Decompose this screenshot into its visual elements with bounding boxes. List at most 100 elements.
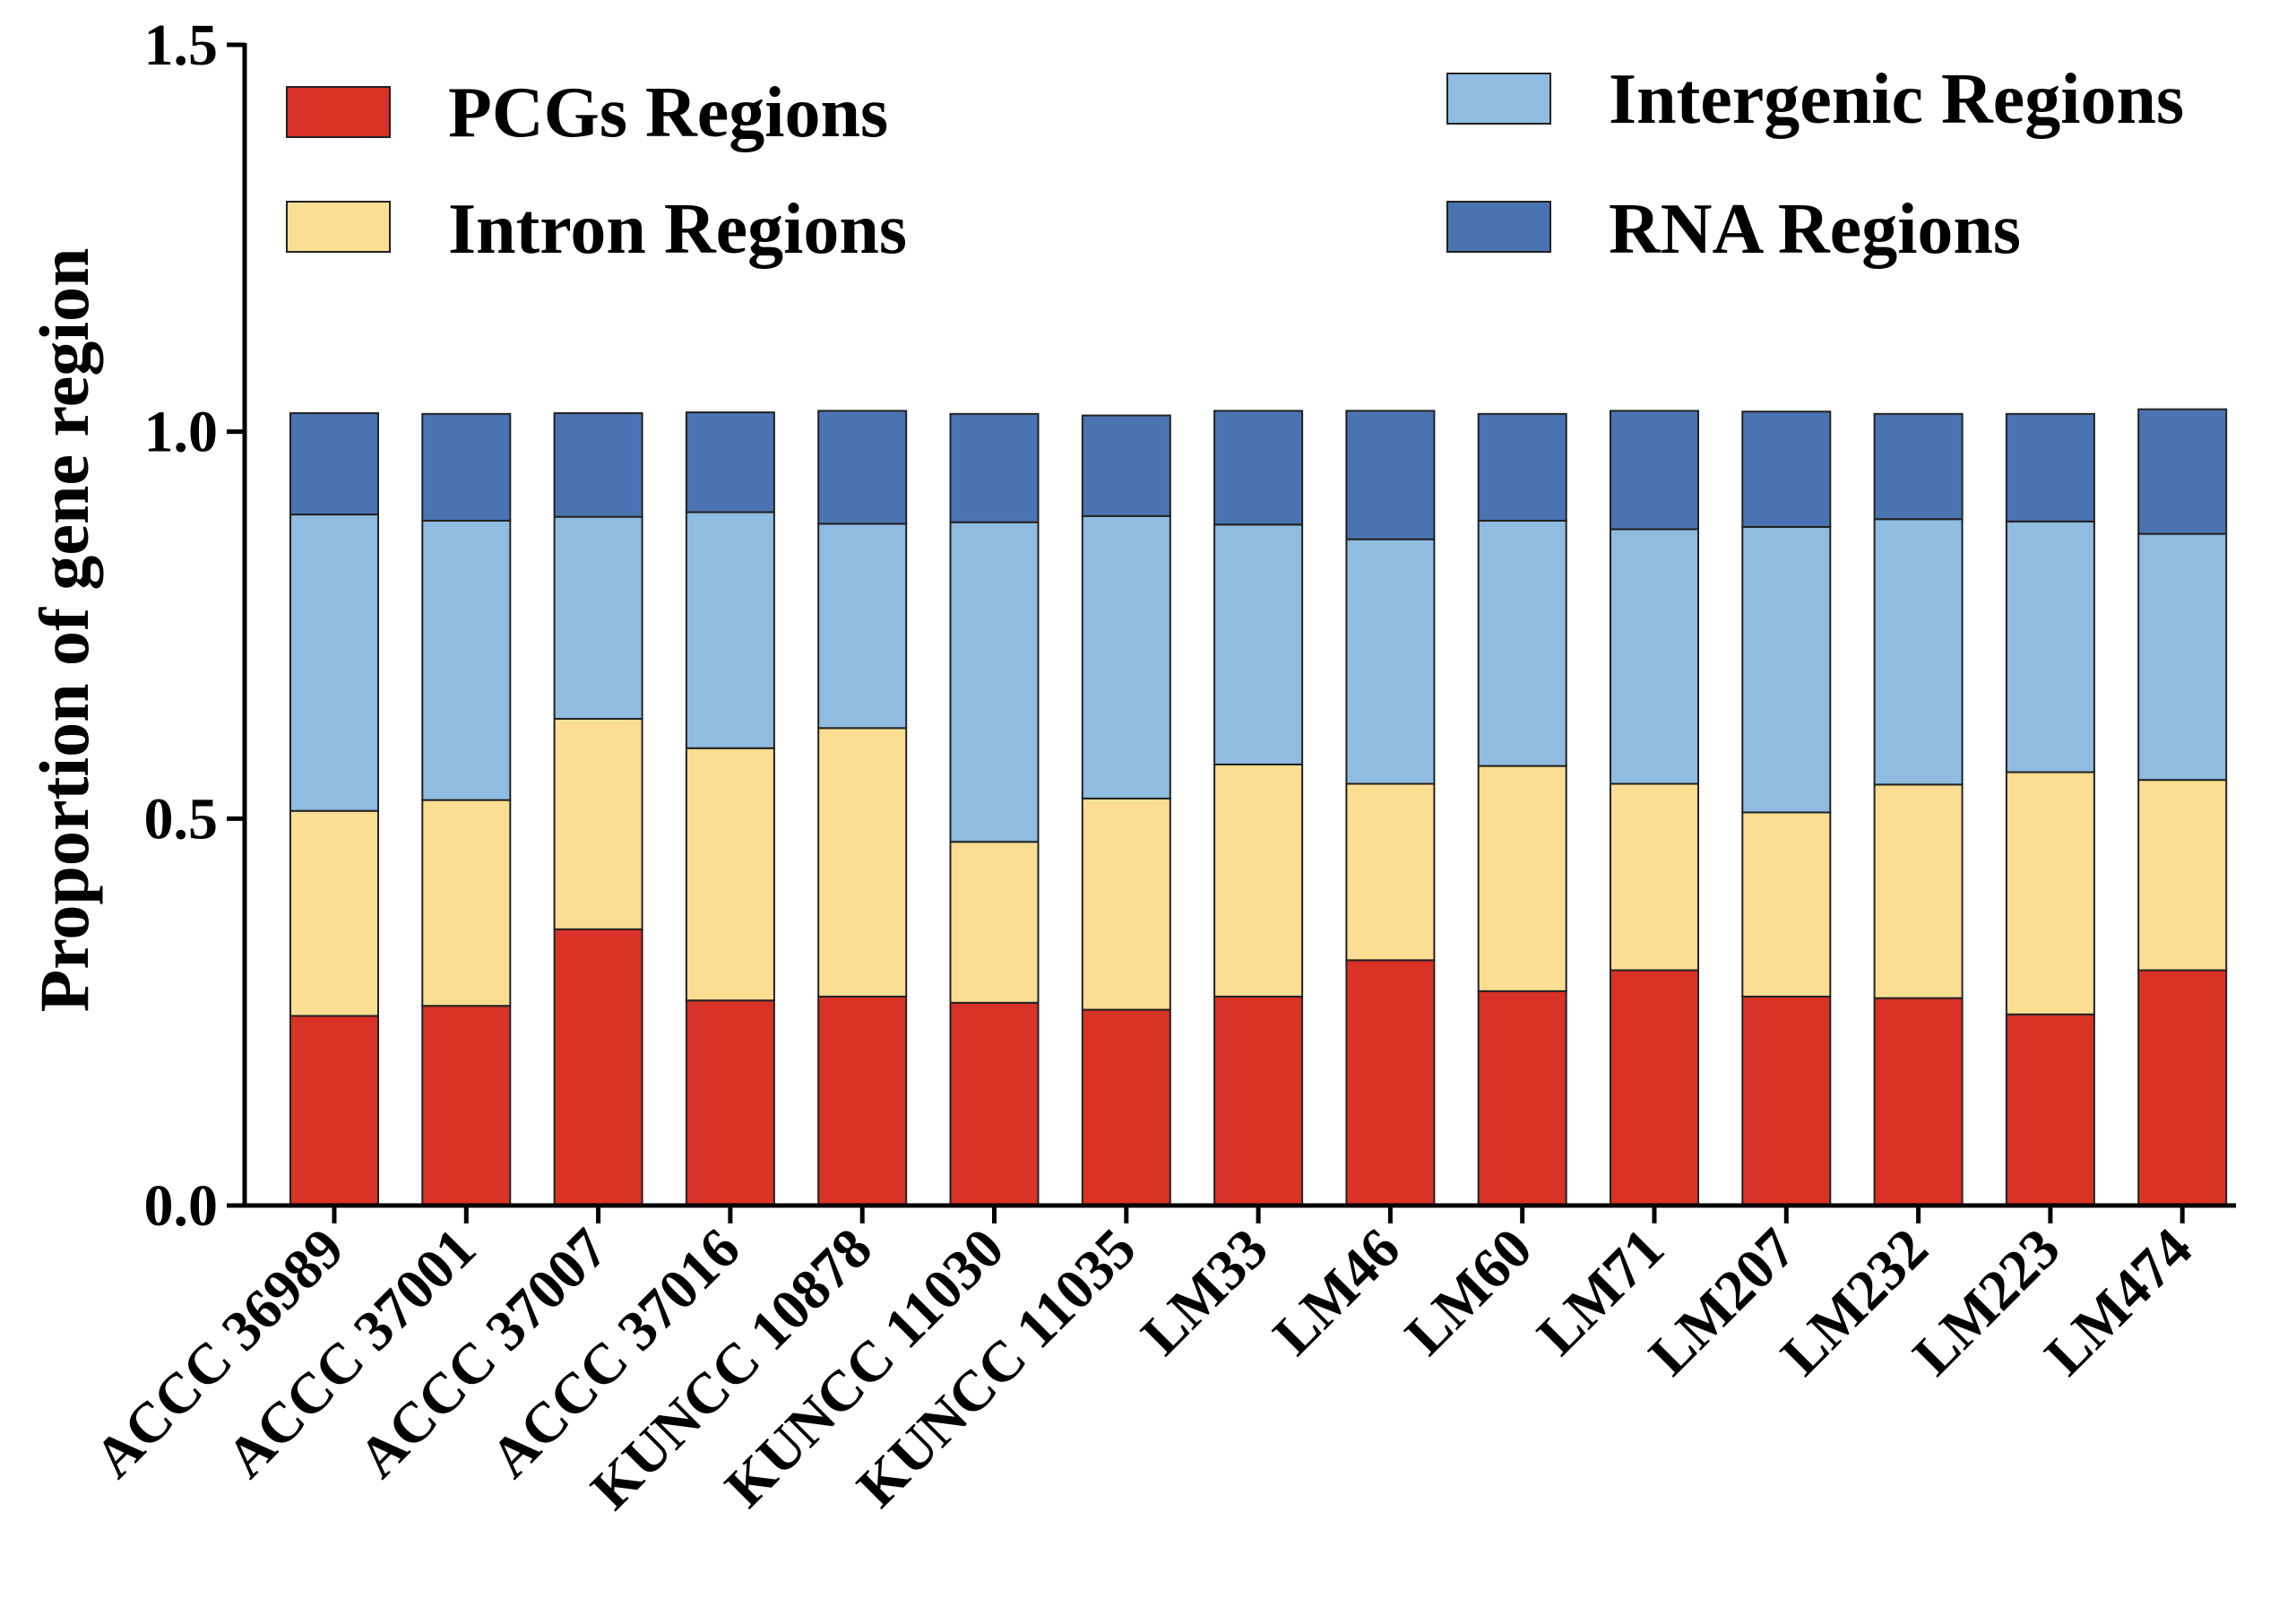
bar-segment-intergenic-regions	[817, 523, 908, 730]
bar-segment-pcgs-regions	[949, 1001, 1040, 1206]
bar-segment-intron-regions	[685, 747, 775, 1002]
x-tick-label: LM232	[1769, 1216, 1940, 1387]
y-ticks: 0.0 0.5 1.0 1.5	[144, 13, 245, 1239]
bar-segment-rna-regions	[289, 411, 379, 516]
bar-segment-intergenic-regions	[2137, 532, 2228, 782]
bars-layer	[289, 408, 2228, 1207]
bar-stack	[1345, 410, 1436, 1207]
bar-segment-intergenic-regions	[685, 511, 775, 749]
bar-segment-intergenic-regions	[1610, 528, 1699, 785]
bar-segment-pcgs-regions	[1741, 995, 1832, 1207]
bar-segment-pcgs-regions	[685, 999, 775, 1207]
x-tick-label: LM474	[2033, 1216, 2204, 1387]
bar-stack	[2137, 408, 2228, 1206]
bar-segment-intron-regions	[1873, 783, 1964, 999]
legend-item: Intron Regions	[286, 190, 907, 269]
y-tick-label: 0.0	[144, 1173, 219, 1239]
bar-stack	[2005, 412, 2095, 1207]
bar-segment-intron-regions	[949, 841, 1040, 1004]
legend-swatch	[286, 86, 391, 138]
bar-segment-intron-regions	[2137, 779, 2228, 972]
legend-label: Intron Regions	[448, 190, 907, 269]
bar-segment-rna-regions	[2137, 408, 2228, 535]
bar-segment-rna-regions	[1213, 410, 1304, 526]
bar-segment-intergenic-regions	[421, 519, 512, 801]
y-axis-label: Proportion of gene region	[25, 248, 103, 1013]
bar-segment-intergenic-regions	[1213, 523, 1304, 765]
bar-segment-pcgs-regions	[817, 995, 908, 1207]
bar-stack	[1741, 410, 1832, 1207]
bar-segment-pcgs-regions	[1213, 995, 1304, 1207]
bar-stack	[1213, 410, 1304, 1207]
bar-stack	[949, 412, 1040, 1206]
bar-segment-intergenic-regions	[553, 515, 643, 720]
bar-stack	[685, 411, 775, 1207]
bar-segment-pcgs-regions	[2137, 969, 2228, 1206]
bar-stack	[1610, 410, 1699, 1206]
legend-label: PCGs Regions	[448, 73, 888, 152]
bar-segment-pcgs-regions	[1081, 1008, 1171, 1206]
bar-stack	[817, 410, 908, 1207]
bar-segment-pcgs-regions	[553, 928, 643, 1207]
bar-segment-intron-regions	[1345, 782, 1436, 962]
bar-segment-intron-regions	[817, 727, 908, 998]
legend-label: RNA Regions	[1609, 190, 2021, 269]
bar-stack	[421, 412, 512, 1207]
bar-segment-intron-regions	[421, 799, 512, 1007]
bar-segment-intron-regions	[289, 809, 379, 1017]
bar-segment-intron-regions	[1477, 765, 1567, 992]
bar-segment-pcgs-regions	[1873, 997, 1964, 1207]
x-tick-label: LM223	[1901, 1216, 2072, 1387]
bar-segment-rna-regions	[1873, 412, 1964, 521]
bar-segment-intergenic-regions	[289, 514, 379, 812]
bar-segment-intron-regions	[553, 717, 643, 930]
x-tick-label: LM46	[1261, 1216, 1411, 1367]
bar-stack	[1873, 412, 1964, 1207]
bar-segment-intergenic-regions	[1741, 525, 1832, 814]
bar-segment-intergenic-regions	[2005, 520, 2095, 773]
legend-item: RNA Regions	[1446, 190, 2021, 269]
bar-stack	[1477, 412, 1567, 1207]
y-tick-label: 1.0	[144, 400, 219, 465]
legend-swatch	[1446, 73, 1551, 125]
legend-swatch	[1446, 201, 1551, 253]
bar-segment-pcgs-regions	[1610, 969, 1699, 1206]
bar-segment-pcgs-regions	[1345, 959, 1436, 1207]
bar-segment-rna-regions	[1610, 410, 1699, 531]
legend-label: Intergenic Regions	[1609, 60, 2184, 139]
bar-segment-intron-regions	[1610, 782, 1699, 972]
bar-segment-rna-regions	[1081, 414, 1171, 517]
bar-segment-intergenic-regions	[1081, 514, 1171, 799]
bar-segment-rna-regions	[817, 410, 908, 525]
bar-segment-rna-regions	[553, 411, 643, 518]
bar-segment-pcgs-regions	[289, 1015, 379, 1206]
x-tick-label: LM60	[1393, 1216, 1543, 1367]
bar-segment-rna-regions	[1477, 412, 1567, 522]
x-tick-label: LM33	[1129, 1216, 1280, 1367]
bar-segment-rna-regions	[685, 411, 775, 514]
bar-segment-pcgs-regions	[1477, 989, 1567, 1207]
bar-segment-pcgs-regions	[421, 1005, 512, 1207]
bar-segment-intron-regions	[1081, 797, 1171, 1011]
y-tick-label: 0.5	[144, 786, 219, 851]
bar-segment-intergenic-regions	[1873, 518, 1964, 786]
bar-segment-intron-regions	[2005, 771, 2095, 1015]
bar-segment-intergenic-regions	[949, 521, 1040, 843]
legend: PCGs Regions Intron Regions Intergenic Reg…	[286, 60, 2184, 269]
bar-segment-intron-regions	[1741, 811, 1832, 998]
bar-segment-rna-regions	[1345, 410, 1436, 540]
legend-item: Intergenic Regions	[1446, 60, 2184, 139]
bar-segment-rna-regions	[2005, 412, 2095, 523]
bar-segment-rna-regions	[1741, 410, 1832, 528]
bar-stack	[1081, 414, 1171, 1206]
bar-stack	[553, 411, 643, 1207]
bar-segment-intergenic-regions	[1477, 519, 1567, 767]
legend-item: PCGs Regions	[286, 73, 888, 152]
bar-segment-rna-regions	[421, 412, 512, 522]
bar-segment-intergenic-regions	[1345, 538, 1436, 785]
axes-layer	[242, 43, 2236, 1208]
bar-stack	[289, 411, 379, 1206]
